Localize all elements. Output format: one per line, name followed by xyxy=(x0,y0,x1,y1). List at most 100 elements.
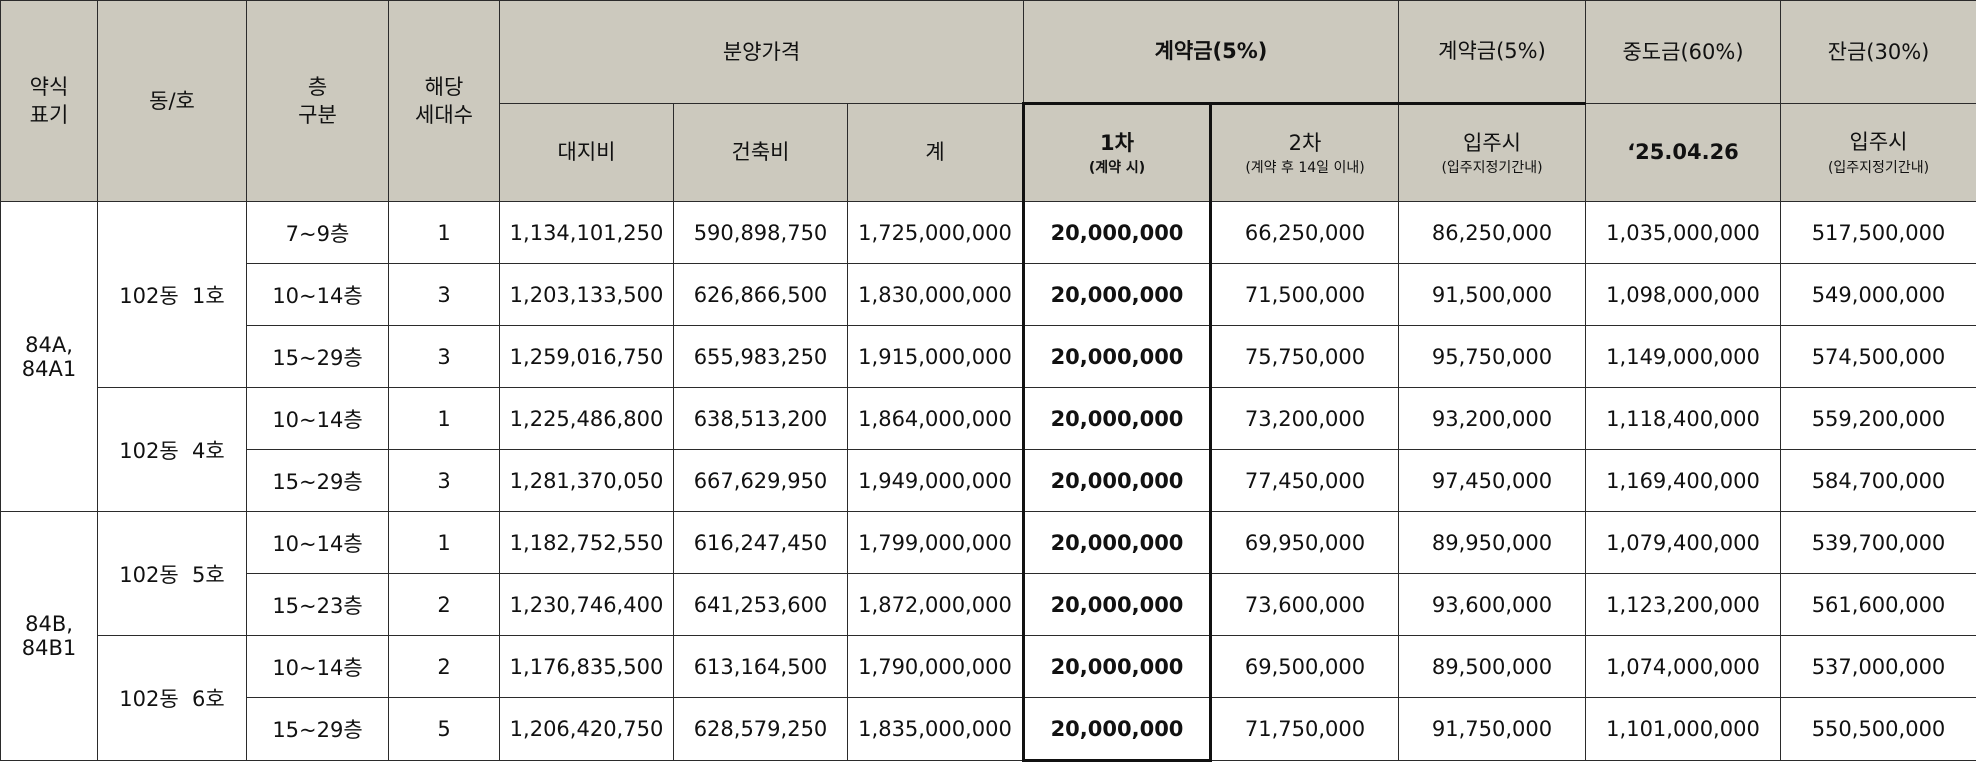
land-cell: 1,134,101,250 xyxy=(500,202,674,264)
build-cell: 590,898,750 xyxy=(674,202,848,264)
header-total: 계 xyxy=(848,104,1024,202)
middle-cell: 1,098,000,000 xyxy=(1586,264,1781,326)
first-payment-label: 1차 xyxy=(1100,131,1134,155)
deposit2-cell: 89,500,000 xyxy=(1399,636,1586,698)
first-payment-cell: 20,000,000 xyxy=(1024,698,1211,761)
second-payment-cell: 69,950,000 xyxy=(1211,512,1399,574)
second-payment-cell: 75,750,000 xyxy=(1211,326,1399,388)
first-payment-cell: 20,000,000 xyxy=(1024,636,1211,698)
build-cell: 641,253,600 xyxy=(674,574,848,636)
land-cell: 1,281,370,050 xyxy=(500,450,674,512)
build-cell: 628,579,250 xyxy=(674,698,848,761)
floor-cell: 10~14층 xyxy=(247,388,389,450)
header-second-payment: 2차 (계약 후 14일 이내) xyxy=(1211,104,1399,202)
balance-sub: (입주지정기간내) xyxy=(1781,159,1976,177)
header-balance-group: 잔금(30%) xyxy=(1781,1,1976,104)
floor-cell: 15~23층 xyxy=(247,574,389,636)
header-build-cost: 건축비 xyxy=(674,104,848,202)
floor-cell: 15~29층 xyxy=(247,450,389,512)
total-cell: 1,799,000,000 xyxy=(848,512,1024,574)
unit-cell: 102동 6호 xyxy=(98,636,247,761)
header-balance: 입주시 (입주지정기간내) xyxy=(1781,104,1976,202)
middle-cell: 1,101,000,000 xyxy=(1586,698,1781,761)
header-deposit-group: 계약금(5%) xyxy=(1024,1,1399,104)
balance-cell: 517,500,000 xyxy=(1781,202,1976,264)
build-cell: 626,866,500 xyxy=(674,264,848,326)
balance-cell: 550,500,000 xyxy=(1781,698,1976,761)
balance-cell: 539,700,000 xyxy=(1781,512,1976,574)
first-payment-cell: 20,000,000 xyxy=(1024,512,1211,574)
table-row: 15~23층 2 1,230,746,400 641,253,600 1,872… xyxy=(1,574,1976,636)
total-cell: 1,949,000,000 xyxy=(848,450,1024,512)
land-cell: 1,176,835,500 xyxy=(500,636,674,698)
land-cell: 1,259,016,750 xyxy=(500,326,674,388)
households-cell: 1 xyxy=(389,202,500,264)
households-cell: 3 xyxy=(389,264,500,326)
second-payment-cell: 77,450,000 xyxy=(1211,450,1399,512)
land-cell: 1,182,752,550 xyxy=(500,512,674,574)
total-cell: 1,872,000,000 xyxy=(848,574,1024,636)
deposit2-cell: 95,750,000 xyxy=(1399,326,1586,388)
second-payment-cell: 73,200,000 xyxy=(1211,388,1399,450)
build-cell: 616,247,450 xyxy=(674,512,848,574)
table-row: 102동 4호 10~14층 1 1,225,486,800 638,513,2… xyxy=(1,388,1976,450)
header-land-cost: 대지비 xyxy=(500,104,674,202)
land-cell: 1,230,746,400 xyxy=(500,574,674,636)
header-floor: 층 구분 xyxy=(247,1,389,202)
header-first-payment: 1차 (계약 시) xyxy=(1024,104,1211,202)
first-payment-sub: (계약 시) xyxy=(1025,159,1209,177)
header-households: 해당 세대수 xyxy=(389,1,500,202)
table-row: 15~29층 3 1,259,016,750 655,983,250 1,915… xyxy=(1,326,1976,388)
first-payment-cell: 20,000,000 xyxy=(1024,264,1211,326)
households-cell: 2 xyxy=(389,636,500,698)
middle-cell: 1,079,400,000 xyxy=(1586,512,1781,574)
first-payment-cell: 20,000,000 xyxy=(1024,574,1211,636)
deposit2-cell: 93,200,000 xyxy=(1399,388,1586,450)
build-cell: 613,164,500 xyxy=(674,636,848,698)
balance-cell: 537,000,000 xyxy=(1781,636,1976,698)
total-cell: 1,830,000,000 xyxy=(848,264,1024,326)
total-cell: 1,790,000,000 xyxy=(848,636,1024,698)
unit-cell: 102동 5호 xyxy=(98,512,247,636)
balance-label: 입주시 xyxy=(1850,130,1908,154)
second-payment-cell: 71,750,000 xyxy=(1211,698,1399,761)
second-payment-cell: 73,600,000 xyxy=(1211,574,1399,636)
second-payment-cell: 69,500,000 xyxy=(1211,636,1399,698)
deposit2-sub: (입주지정기간내) xyxy=(1399,159,1585,177)
first-payment-cell: 20,000,000 xyxy=(1024,388,1211,450)
first-payment-cell: 20,000,000 xyxy=(1024,326,1211,388)
balance-cell: 549,000,000 xyxy=(1781,264,1976,326)
unit-cell: 102동 1호 xyxy=(98,202,247,388)
households-cell: 1 xyxy=(389,388,500,450)
build-cell: 667,629,950 xyxy=(674,450,848,512)
first-payment-cell: 20,000,000 xyxy=(1024,202,1211,264)
total-cell: 1,725,000,000 xyxy=(848,202,1024,264)
header-middle-group: 중도금(60%) xyxy=(1586,1,1781,104)
households-cell: 2 xyxy=(389,574,500,636)
balance-cell: 574,500,000 xyxy=(1781,326,1976,388)
deposit2-label: 입주시 xyxy=(1463,131,1521,155)
second-payment-cell: 66,250,000 xyxy=(1211,202,1399,264)
header-deposit2-group: 계약금(5%) xyxy=(1399,1,1586,104)
middle-cell: 1,074,000,000 xyxy=(1586,636,1781,698)
middle-cell: 1,118,400,000 xyxy=(1586,388,1781,450)
first-payment-cell: 20,000,000 xyxy=(1024,450,1211,512)
header-price-group: 분양가격 xyxy=(500,1,1024,104)
households-cell: 3 xyxy=(389,450,500,512)
balance-cell: 584,700,000 xyxy=(1781,450,1976,512)
middle-cell: 1,169,400,000 xyxy=(1586,450,1781,512)
households-cell: 5 xyxy=(389,698,500,761)
table-row: 15~29층 5 1,206,420,750 628,579,250 1,835… xyxy=(1,698,1976,761)
floor-cell: 10~14층 xyxy=(247,636,389,698)
header-type: 약식 표기 xyxy=(1,1,98,202)
total-cell: 1,915,000,000 xyxy=(848,326,1024,388)
type-cell: 84A, 84A1 xyxy=(1,202,98,512)
header-deposit2: 입주시 (입주지정기간내) xyxy=(1399,104,1586,202)
land-cell: 1,206,420,750 xyxy=(500,698,674,761)
type-cell: 84B, 84B1 xyxy=(1,512,98,761)
table-row: 10~14층 3 1,203,133,500 626,866,500 1,830… xyxy=(1,264,1976,326)
table-row: 102동 6호 10~14층 2 1,176,835,500 613,164,5… xyxy=(1,636,1976,698)
total-cell: 1,835,000,000 xyxy=(848,698,1024,761)
balance-cell: 561,600,000 xyxy=(1781,574,1976,636)
